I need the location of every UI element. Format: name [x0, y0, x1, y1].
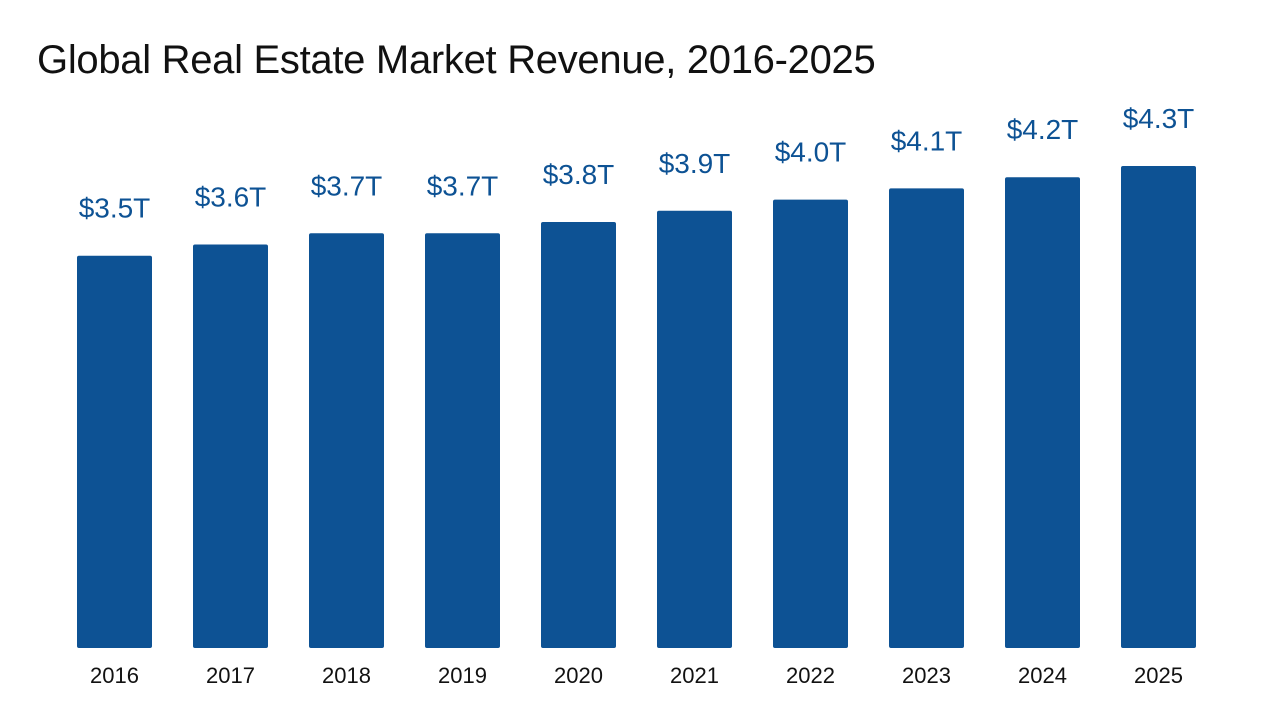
x-tick-label-2017: 2017 — [206, 663, 255, 688]
value-label-2020: $3.8T — [543, 159, 615, 190]
bar-2024 — [1005, 177, 1080, 648]
value-label-2018: $3.7T — [311, 170, 383, 201]
x-tick-label-2021: 2021 — [670, 663, 719, 688]
value-label-2023: $4.1T — [891, 125, 963, 156]
bar-2022 — [773, 199, 848, 648]
value-label-2017: $3.6T — [195, 182, 267, 213]
value-label-2025: $4.3T — [1123, 103, 1195, 134]
x-tick-label-2016: 2016 — [90, 663, 139, 688]
value-label-2021: $3.9T — [659, 148, 731, 179]
value-label-2016: $3.5T — [79, 193, 151, 224]
value-label-2019: $3.7T — [427, 170, 499, 201]
x-tick-label-2018: 2018 — [322, 663, 371, 688]
bar-2025 — [1121, 166, 1196, 648]
value-label-2022: $4.0T — [775, 137, 847, 168]
bar-2020 — [541, 222, 616, 648]
x-tick-label-2024: 2024 — [1018, 663, 1067, 688]
value-labels-group: $3.5T $3.6T $3.7T $3.7T $3.8T $3.9T $4.0T $4.1T… — [79, 103, 1195, 224]
bar-2017 — [193, 244, 268, 648]
chart-title: Global Real Estate Market Revenue, 2016-… — [37, 38, 876, 82]
bar-2018 — [309, 233, 384, 649]
bar-2023 — [889, 188, 964, 648]
bar-2019 — [425, 233, 500, 649]
x-tick-label-2023: 2023 — [902, 663, 951, 688]
x-tick-label-2019: 2019 — [438, 663, 487, 688]
value-label-2024: $4.2T — [1007, 114, 1079, 145]
bar-2016 — [77, 255, 152, 648]
x-tick-label-2020: 2020 — [554, 663, 603, 688]
x-tick-label-2022: 2022 — [786, 663, 835, 688]
x-tick-labels-group: 2016 2017 2018 2019 2020 2021 2022 2023 2024 2025 — [90, 663, 1183, 688]
bar-2021 — [657, 210, 732, 649]
x-tick-label-2025: 2025 — [1134, 663, 1183, 688]
bars-group — [77, 166, 1196, 649]
